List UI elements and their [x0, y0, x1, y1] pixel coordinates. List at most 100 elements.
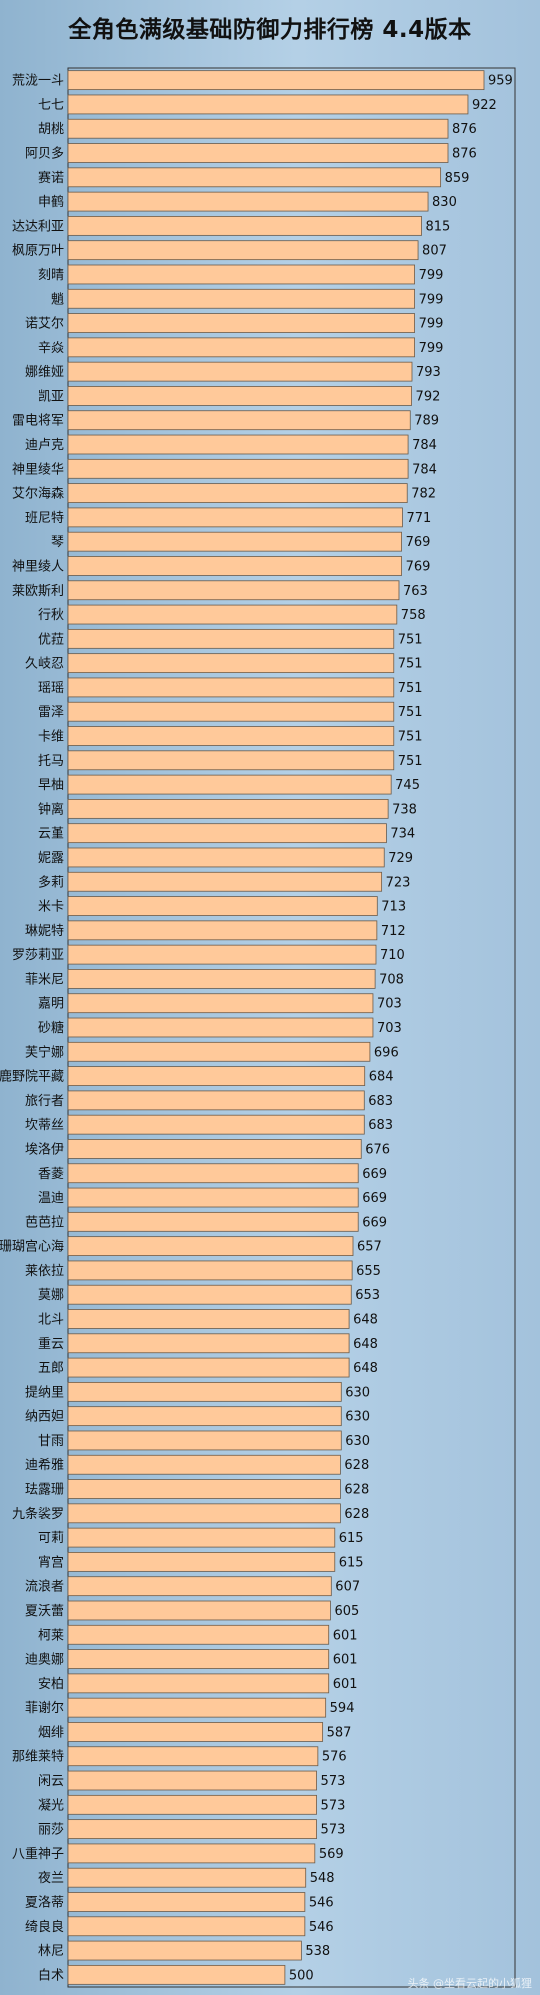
category-label: 那维莱特: [12, 1750, 64, 1765]
value-label: 669: [362, 1191, 387, 1206]
value-label: 576: [322, 1750, 347, 1765]
bar: [67, 1114, 365, 1135]
bar: [67, 1600, 331, 1621]
category-label: 香菱: [38, 1167, 64, 1182]
bar: [67, 1479, 341, 1499]
value-label: 657: [357, 1240, 382, 1255]
category-label: 米卡: [38, 900, 64, 915]
bar: [67, 216, 422, 236]
bar: [67, 1892, 306, 1912]
value-label: 615: [339, 1531, 364, 1546]
category-label: 北斗: [38, 1312, 64, 1327]
category-label: 多莉: [38, 874, 64, 890]
value-label: 500: [289, 1968, 314, 1983]
value-label: 922: [472, 98, 497, 113]
category-label: 久岐忍: [25, 657, 64, 672]
bar: [67, 1017, 374, 1038]
category-label: 珐露珊: [25, 1483, 64, 1498]
category-label: 重云: [38, 1336, 64, 1352]
bar: [67, 823, 387, 844]
bar: [67, 1527, 336, 1548]
category-label: 刻晴: [38, 268, 64, 283]
bar: [67, 264, 415, 285]
category-label: 罗莎莉亚: [12, 948, 64, 963]
category-label: 枫原万叶: [12, 244, 64, 259]
bar: [67, 799, 389, 819]
category-label: 温迪: [38, 1191, 64, 1206]
bar: [67, 1163, 359, 1184]
value-label: 569: [319, 1847, 344, 1862]
category-label: 达达利亚: [12, 219, 64, 234]
category-label: 班尼特: [25, 511, 64, 526]
bar: [67, 1770, 317, 1791]
category-label: 嘉明: [38, 997, 64, 1012]
category-label: 闲云: [38, 1774, 64, 1789]
category-label: 砂糖: [38, 1020, 64, 1036]
category-label: 娜维娅: [25, 365, 64, 380]
category-label: 雷泽: [38, 705, 64, 720]
category-label: 菲谢尔: [25, 1700, 64, 1716]
bar: [67, 1916, 306, 1937]
category-label: 荒泷一斗: [12, 74, 64, 89]
category-label: 八重神子: [12, 1846, 64, 1862]
bar: [67, 604, 398, 625]
value-label: 799: [419, 268, 444, 283]
value-label: 712: [381, 924, 406, 939]
value-label: 605: [334, 1604, 359, 1619]
value-label: 703: [377, 997, 402, 1012]
bar: [67, 920, 378, 941]
value-label: 630: [345, 1434, 370, 1449]
value-label: 538: [305, 1944, 330, 1959]
bar: [67, 361, 413, 382]
bar: [67, 483, 408, 503]
value-label: 573: [321, 1774, 346, 1789]
value-label: 751: [398, 705, 423, 720]
value-label: 546: [309, 1895, 334, 1910]
bar: [67, 1090, 365, 1111]
value-label: 745: [395, 778, 420, 793]
value-label: 710: [380, 948, 405, 963]
category-label: 迪奥娜: [25, 1653, 64, 1668]
bar: [67, 750, 395, 771]
bar: [67, 458, 409, 479]
value-label: 628: [344, 1483, 369, 1498]
category-label: 莫娜: [38, 1288, 64, 1303]
bar: [67, 1041, 371, 1062]
bar: [67, 701, 395, 722]
value-label: 789: [414, 414, 439, 429]
value-label: 751: [398, 632, 423, 647]
bar: [67, 386, 412, 406]
value-label: 769: [406, 535, 431, 550]
bar: [67, 944, 377, 965]
bar: [67, 1309, 350, 1329]
bar: [67, 531, 402, 552]
bar: [67, 1454, 341, 1475]
bar: [67, 1722, 324, 1742]
value-label: 655: [356, 1264, 381, 1279]
bar: [67, 677, 395, 698]
category-label: 五郎: [38, 1361, 64, 1376]
value-label: 683: [368, 1094, 393, 1109]
category-label: 瑶瑶: [38, 681, 64, 696]
category-label: 迪卢克: [25, 437, 64, 453]
value-label: 708: [379, 972, 404, 987]
value-label: 628: [344, 1458, 369, 1473]
value-label: 876: [452, 147, 477, 162]
value-label: 713: [381, 900, 406, 915]
bar: [67, 1503, 341, 1524]
value-label: 807: [422, 244, 447, 259]
bar: [67, 1673, 330, 1694]
category-label: 早柚: [38, 778, 64, 793]
value-label: 769: [406, 559, 431, 574]
bar: [67, 1940, 302, 1961]
bar: [67, 1236, 354, 1257]
bar: [67, 1964, 286, 1985]
category-label: 琳妮特: [25, 924, 64, 939]
value-label: 696: [374, 1045, 399, 1060]
bar: [67, 240, 419, 261]
category-label: 申鹤: [38, 194, 64, 210]
value-label: 573: [321, 1798, 346, 1813]
value-label: 683: [368, 1118, 393, 1133]
value-label: 771: [406, 511, 431, 526]
